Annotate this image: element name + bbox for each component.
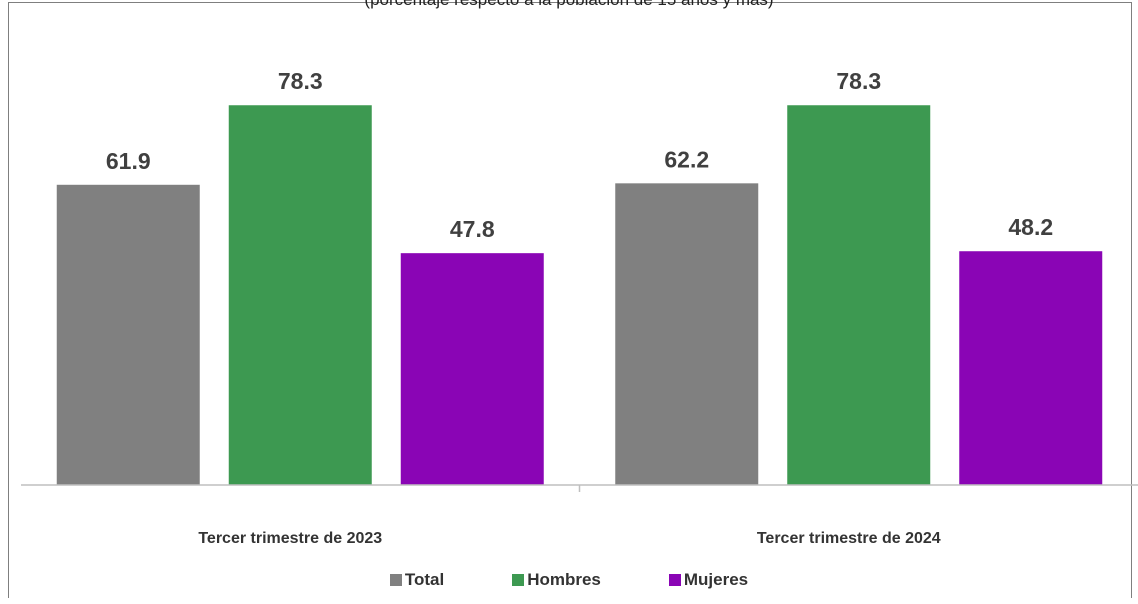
legend-swatch-hombres: [512, 574, 525, 586]
bar-hombres-1: [228, 105, 372, 486]
chart-frame: [8, 2, 1132, 598]
legend-swatch-mujeres: [668, 574, 681, 586]
x-axis: [21, 484, 1138, 492]
legend-label-mujeres: Mujeres: [683, 570, 749, 589]
value-label-total-1: 61.9: [106, 148, 151, 174]
value-label-hombres-2: 78.3: [836, 68, 881, 94]
category-label-1: Tercer trimestre de 2023: [198, 530, 382, 547]
legend-swatch-total: [389, 574, 402, 586]
bar-mujeres-2: [959, 251, 1103, 485]
legend-item-total: Total: [389, 570, 445, 590]
legend-label-hombres: Hombres: [527, 570, 601, 589]
legend-item-hombres: Hombres: [512, 570, 601, 590]
value-label-hombres-1: 78.3: [278, 68, 323, 94]
bar-mujeres-1: [400, 253, 544, 485]
bars-group: [56, 105, 1103, 486]
value-label-mujeres-1: 47.8: [450, 216, 495, 242]
bar-hombres-2: [787, 105, 931, 486]
bar-total-1: [56, 184, 200, 485]
legend: Total Hombres Mujeres: [0, 570, 1138, 591]
bar-total-2: [615, 183, 759, 485]
legend-item-mujeres: Mujeres: [668, 570, 749, 590]
category-label-2: Tercer trimestre de 2024: [757, 530, 941, 547]
legend-label-total: Total: [404, 570, 445, 589]
value-label-total-2: 62.2: [664, 146, 709, 172]
labels-group: 61.9 78.3 47.8 Tercer trimestre de 2023 62.2…: [106, 68, 1053, 547]
value-label-mujeres-2: 48.2: [1008, 214, 1053, 240]
chart-subtitle: (porcentaje respecto a la población de 1…: [0, 0, 1138, 10]
